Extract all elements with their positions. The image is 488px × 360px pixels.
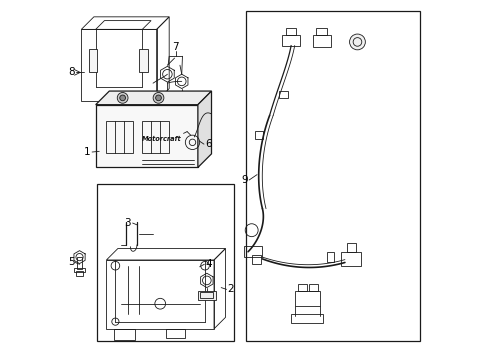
Bar [294, 291, 319, 306]
Bar [88, 49, 97, 72]
Bar [255, 131, 263, 139]
Bar [74, 268, 85, 272]
Circle shape [117, 93, 128, 103]
Circle shape [153, 93, 163, 103]
Bar [96, 105, 198, 167]
Text: 4: 4 [205, 259, 211, 269]
Bar [326, 252, 333, 262]
Polygon shape [96, 91, 211, 105]
Bar [106, 260, 214, 329]
Bar [308, 284, 317, 291]
Bar [165, 329, 185, 338]
Polygon shape [198, 91, 211, 167]
Bar [139, 49, 147, 72]
Bar [278, 91, 287, 98]
Bar [346, 243, 355, 252]
Bar [298, 284, 306, 291]
Bar [282, 35, 300, 45]
Text: 2: 2 [227, 284, 234, 294]
Circle shape [349, 34, 365, 50]
Text: 9: 9 [241, 175, 247, 185]
Bar [97, 184, 233, 341]
Bar [316, 28, 326, 35]
Bar [341, 252, 360, 266]
Bar [244, 246, 262, 257]
Bar [312, 35, 330, 47]
Bar [77, 257, 82, 269]
Text: 1: 1 [84, 147, 91, 157]
Bar [142, 121, 169, 153]
Text: Motorcraft: Motorcraft [142, 136, 182, 142]
Bar [251, 255, 260, 264]
Text: 5: 5 [68, 257, 75, 267]
Bar [76, 271, 83, 276]
Text: 3: 3 [124, 218, 131, 228]
Bar [198, 291, 215, 300]
Bar [200, 292, 213, 298]
Bar [285, 28, 296, 35]
Bar [81, 30, 156, 101]
Text: 7: 7 [172, 42, 179, 52]
Text: 8: 8 [68, 67, 75, 77]
Bar [106, 121, 133, 153]
Bar [113, 329, 135, 339]
Circle shape [155, 95, 161, 101]
Bar [246, 12, 419, 341]
Bar [290, 315, 323, 323]
Text: 6: 6 [205, 139, 211, 149]
Circle shape [120, 95, 125, 101]
